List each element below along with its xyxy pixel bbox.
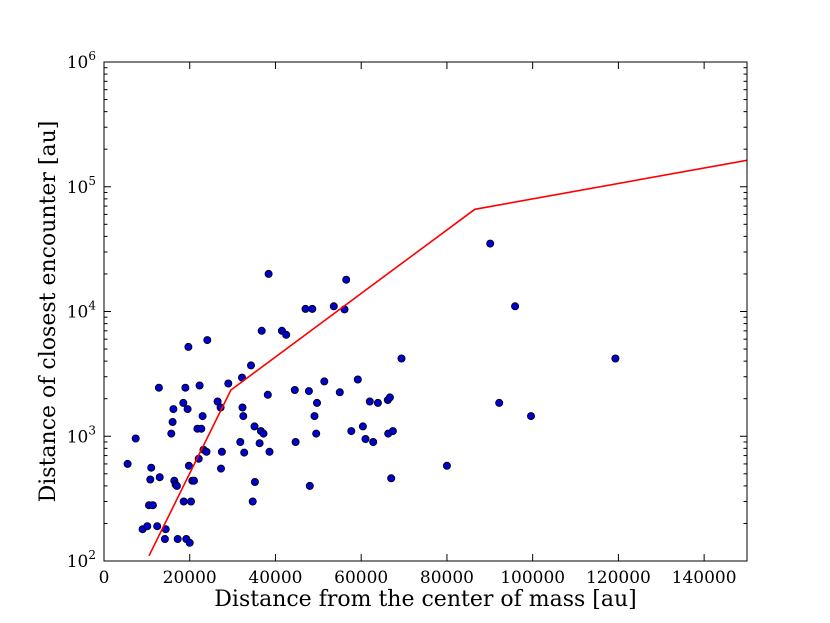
y-tick-label: 105 bbox=[67, 174, 96, 198]
scatter-point bbox=[365, 397, 374, 406]
y-tick-label: 103 bbox=[67, 423, 96, 447]
scatter-point bbox=[195, 381, 204, 390]
scatter-point bbox=[148, 501, 157, 510]
scatter-point bbox=[131, 434, 140, 443]
y-axis-label: Distance of closest encounter [au] bbox=[36, 121, 61, 503]
x-tick-label: 40000 bbox=[248, 568, 302, 588]
scatter-point bbox=[169, 405, 178, 414]
scatter-point bbox=[511, 302, 520, 311]
scatter-point bbox=[172, 481, 181, 490]
scatter-point bbox=[167, 429, 176, 438]
scatter-point bbox=[335, 388, 344, 397]
scatter-point bbox=[216, 464, 225, 473]
scatter-point bbox=[308, 304, 317, 313]
scatter-point bbox=[202, 447, 211, 456]
scatter-point bbox=[160, 535, 169, 544]
x-tick-label: 100000 bbox=[500, 568, 565, 588]
scatter-point bbox=[255, 439, 264, 448]
scatter-point bbox=[312, 429, 321, 438]
scatter-point bbox=[358, 422, 367, 431]
scatter-point bbox=[312, 398, 321, 407]
scatter-point bbox=[388, 427, 397, 436]
x-axis-label: Distance from the center of mass [au] bbox=[214, 587, 636, 612]
axes-frame bbox=[103, 61, 748, 562]
scatter-point bbox=[250, 422, 259, 431]
scatter-point bbox=[373, 398, 382, 407]
scatter-point bbox=[248, 497, 257, 506]
scatter-point bbox=[320, 377, 329, 386]
x-tick-label: 60000 bbox=[334, 568, 388, 588]
scatter-point bbox=[153, 522, 162, 531]
scatter-point bbox=[259, 429, 268, 438]
scatter-point bbox=[198, 412, 207, 421]
scatter-point bbox=[203, 336, 212, 345]
scatter-point bbox=[257, 326, 266, 335]
scatter-point bbox=[236, 437, 245, 446]
scatter-point bbox=[217, 447, 226, 456]
x-tick-label: 20000 bbox=[163, 568, 217, 588]
scatter-point bbox=[155, 473, 164, 482]
scatter-point bbox=[301, 304, 310, 313]
scatter-point bbox=[369, 437, 378, 446]
x-tick-label: 0 bbox=[99, 568, 110, 588]
scatter-point bbox=[304, 387, 313, 396]
scatter-point bbox=[240, 448, 249, 457]
scatter-point bbox=[527, 412, 536, 421]
scatter-point bbox=[185, 538, 194, 547]
scatter-point bbox=[197, 424, 206, 433]
scatter-point bbox=[342, 275, 351, 284]
scatter-point bbox=[282, 330, 291, 339]
scatter-point bbox=[495, 398, 504, 407]
scatter-point bbox=[154, 383, 163, 392]
plot-area bbox=[123, 159, 747, 557]
x-tick-label: 80000 bbox=[420, 568, 474, 588]
y-tick-label: 102 bbox=[67, 548, 96, 572]
scatter-point bbox=[486, 239, 495, 248]
scatter-point bbox=[186, 497, 195, 506]
scatter-point bbox=[179, 398, 188, 407]
scatter-point bbox=[397, 354, 406, 363]
y-tick-label: 104 bbox=[67, 299, 97, 323]
scatter-point bbox=[173, 535, 182, 544]
scatter-point bbox=[329, 302, 338, 311]
scatter-point bbox=[291, 437, 300, 446]
scatter-point bbox=[181, 383, 190, 392]
scatter-point bbox=[238, 403, 247, 412]
scatter-point bbox=[263, 390, 272, 399]
scatter-point bbox=[147, 463, 156, 472]
scatter-point bbox=[189, 476, 198, 485]
scatter-point bbox=[184, 461, 193, 470]
scatter-point bbox=[442, 461, 451, 470]
scatter-point bbox=[184, 342, 193, 351]
scatter-point bbox=[265, 447, 274, 456]
scatter-point bbox=[250, 477, 259, 486]
y-tick-label: 106 bbox=[67, 49, 96, 73]
scatter-point bbox=[305, 481, 314, 490]
scatter-point bbox=[179, 497, 188, 506]
scatter-point bbox=[123, 459, 132, 468]
scatter-point bbox=[310, 412, 319, 421]
x-tick-label: 120000 bbox=[586, 568, 651, 588]
scatter-point bbox=[239, 412, 248, 421]
scatter-point bbox=[168, 417, 177, 426]
scatter-point bbox=[143, 522, 152, 531]
scatter-point bbox=[146, 475, 155, 484]
scatter-point bbox=[361, 434, 370, 443]
scatter-point bbox=[387, 474, 396, 483]
scatter-point bbox=[264, 269, 273, 278]
scatter-point bbox=[224, 379, 233, 388]
scatter-point bbox=[385, 393, 394, 402]
x-tick-label: 140000 bbox=[672, 568, 737, 588]
scatter-point bbox=[611, 354, 620, 363]
series-line bbox=[148, 159, 747, 557]
ticks: 0 20000 40000 60000 80000 100000 120000 140000 1… bbox=[67, 49, 747, 588]
scatter-point bbox=[246, 361, 255, 370]
scatter-point bbox=[353, 375, 362, 384]
scatter-point bbox=[183, 405, 192, 414]
scatter-point bbox=[290, 385, 299, 394]
scatter-point bbox=[347, 427, 356, 436]
